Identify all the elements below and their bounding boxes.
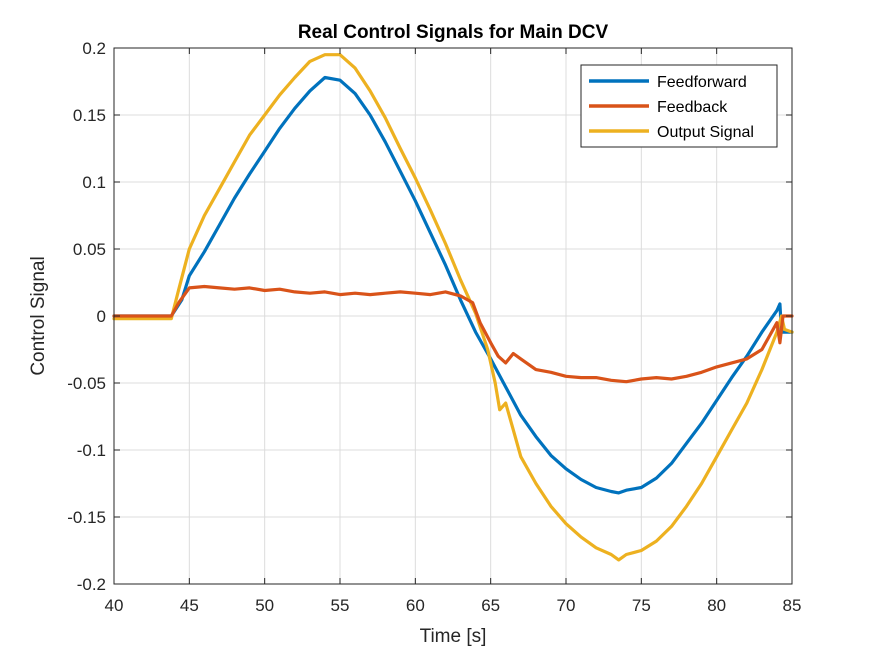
ticks: 40 45 50 55 60 65 70 75 80 85 -0.2 -0.15 -0.1 -0.05 0 0…: [67, 39, 801, 615]
x-tick-label: 40: [105, 596, 124, 615]
x-tick-label: 55: [331, 596, 350, 615]
y-tick-label: 0.05: [73, 240, 106, 259]
x-tick-label: 75: [632, 596, 651, 615]
x-tick-label: 60: [406, 596, 425, 615]
x-tick-label: 45: [180, 596, 199, 615]
legend-label: Feedback: [657, 99, 728, 116]
x-tick-label: 70: [557, 596, 576, 615]
y-tick-label: 0.15: [73, 106, 106, 125]
series-line-feedback: [112, 284, 794, 384]
legend-label: Output Signal: [657, 124, 754, 141]
x-tick-label: 50: [255, 596, 274, 615]
x-tick-label: 65: [481, 596, 500, 615]
y-tick-label: -0.15: [67, 508, 106, 527]
x-axis-label: Time [s]: [420, 626, 487, 647]
y-tick-label: 0.2: [82, 39, 106, 58]
legend: Feedforward Feedback Output Signal: [580, 64, 778, 148]
y-tick-label: -0.2: [77, 575, 106, 594]
y-axis-label: Control Signal: [28, 256, 49, 375]
y-tick-label: 0.1: [82, 173, 106, 192]
series-line-feedforward: [112, 75, 794, 495]
y-tick-label: -0.1: [77, 441, 106, 460]
series-layer: [112, 53, 794, 562]
x-tick-label: 85: [783, 596, 802, 615]
legend-label: Feedforward: [657, 74, 747, 91]
y-tick-label: 0: [97, 307, 106, 326]
series-line-output-signal: [112, 53, 794, 562]
y-tick-label: -0.05: [67, 374, 106, 393]
x-tick-label: 80: [707, 596, 726, 615]
chart-title: Real Control Signals for Main DCV: [298, 22, 609, 43]
